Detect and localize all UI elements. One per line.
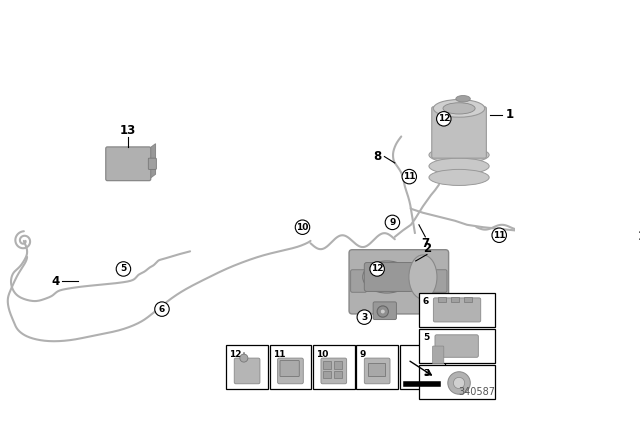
Bar xyxy=(226,345,268,389)
Bar xyxy=(334,361,342,369)
Circle shape xyxy=(402,169,417,184)
Text: 11: 11 xyxy=(403,172,415,181)
Bar xyxy=(313,345,355,389)
FancyBboxPatch shape xyxy=(364,263,413,292)
Ellipse shape xyxy=(620,211,636,262)
FancyBboxPatch shape xyxy=(349,250,449,314)
Bar xyxy=(419,293,495,327)
Ellipse shape xyxy=(409,255,437,299)
Ellipse shape xyxy=(552,215,564,258)
Ellipse shape xyxy=(560,215,573,258)
FancyBboxPatch shape xyxy=(351,270,367,292)
Bar xyxy=(419,329,495,363)
Circle shape xyxy=(436,112,451,126)
Text: 6: 6 xyxy=(159,305,165,314)
Circle shape xyxy=(116,262,131,276)
FancyBboxPatch shape xyxy=(280,361,300,377)
Circle shape xyxy=(492,228,506,242)
Bar xyxy=(323,361,332,369)
Bar xyxy=(438,297,446,302)
Bar xyxy=(451,297,459,302)
Text: 12: 12 xyxy=(438,114,450,123)
Text: 8: 8 xyxy=(373,150,381,163)
FancyBboxPatch shape xyxy=(278,358,303,384)
Circle shape xyxy=(155,302,169,316)
Ellipse shape xyxy=(363,261,411,293)
Text: 10: 10 xyxy=(316,350,328,359)
Circle shape xyxy=(295,220,310,234)
Ellipse shape xyxy=(429,158,489,174)
Text: 11: 11 xyxy=(273,350,285,359)
Text: 1: 1 xyxy=(637,230,640,243)
FancyBboxPatch shape xyxy=(321,358,347,384)
FancyBboxPatch shape xyxy=(431,270,447,292)
Text: 4: 4 xyxy=(52,275,60,288)
Text: 5: 5 xyxy=(423,333,429,342)
Bar xyxy=(323,371,332,378)
Circle shape xyxy=(240,354,248,362)
FancyBboxPatch shape xyxy=(432,107,486,158)
Text: 6: 6 xyxy=(423,297,429,306)
Bar xyxy=(419,365,495,399)
Ellipse shape xyxy=(443,103,475,114)
Text: 12: 12 xyxy=(229,350,242,359)
Text: 9: 9 xyxy=(389,218,396,227)
FancyBboxPatch shape xyxy=(364,358,390,384)
Polygon shape xyxy=(149,144,156,179)
Ellipse shape xyxy=(429,147,489,163)
Text: 2: 2 xyxy=(423,242,431,255)
FancyBboxPatch shape xyxy=(106,147,151,181)
Circle shape xyxy=(453,377,465,388)
Ellipse shape xyxy=(596,207,617,216)
Ellipse shape xyxy=(433,99,484,117)
Ellipse shape xyxy=(581,232,588,242)
Text: 9: 9 xyxy=(360,350,366,359)
FancyBboxPatch shape xyxy=(433,346,444,364)
Text: 1: 1 xyxy=(506,108,514,121)
Bar xyxy=(464,297,472,302)
Circle shape xyxy=(377,306,388,317)
Text: 3: 3 xyxy=(361,313,367,322)
Circle shape xyxy=(357,310,372,324)
Text: 10: 10 xyxy=(296,223,308,232)
FancyBboxPatch shape xyxy=(373,302,396,319)
Text: 3: 3 xyxy=(423,369,429,378)
Circle shape xyxy=(380,309,385,314)
Circle shape xyxy=(385,215,399,230)
Bar xyxy=(334,371,342,378)
Bar xyxy=(269,345,311,389)
Ellipse shape xyxy=(429,169,489,185)
Ellipse shape xyxy=(456,95,470,102)
Text: 13: 13 xyxy=(120,125,136,138)
Text: 12: 12 xyxy=(371,264,383,273)
Bar xyxy=(356,345,398,389)
Text: 340587: 340587 xyxy=(458,388,495,397)
Circle shape xyxy=(448,372,470,394)
Text: 11: 11 xyxy=(493,231,506,240)
Circle shape xyxy=(370,262,385,276)
FancyBboxPatch shape xyxy=(433,298,481,322)
FancyBboxPatch shape xyxy=(583,210,630,264)
FancyBboxPatch shape xyxy=(435,335,478,358)
Text: 7: 7 xyxy=(421,237,429,250)
Text: 5: 5 xyxy=(120,264,127,273)
Ellipse shape xyxy=(543,215,556,258)
Bar xyxy=(367,363,385,376)
FancyBboxPatch shape xyxy=(234,358,260,384)
Bar xyxy=(399,345,445,389)
FancyBboxPatch shape xyxy=(148,158,156,169)
